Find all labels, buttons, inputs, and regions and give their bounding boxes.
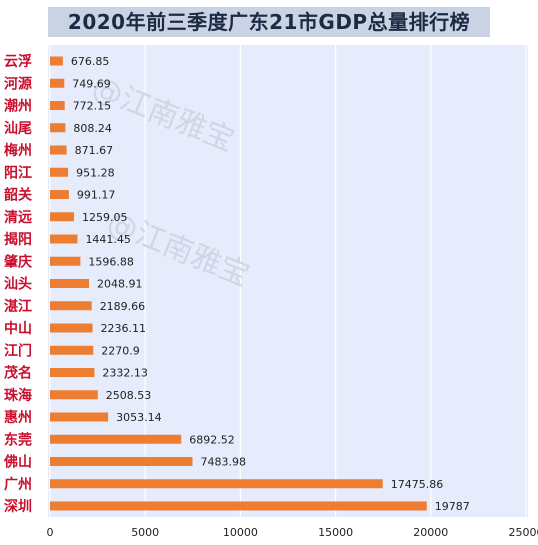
- bar: [50, 190, 69, 199]
- bars: [50, 56, 427, 511]
- x-axis-ticks: 0 5000 10000 15000 20000 25000: [47, 526, 538, 539]
- bar: [50, 501, 427, 511]
- category-label: 深圳: [4, 498, 32, 515]
- x-tick-label: 0: [47, 526, 54, 539]
- bar: [50, 301, 92, 311]
- value-label: 749.69: [72, 77, 111, 90]
- bar: [50, 256, 81, 266]
- category-labels: 云浮河源潮州汕尾梅州阳江韶关清远揭阳肇庆汕头湛江中山江门茂名珠海惠州东莞佛山广州…: [3, 53, 32, 515]
- value-label: 676.85: [71, 55, 110, 68]
- value-label: 2048.91: [97, 278, 143, 291]
- bar: [50, 234, 78, 244]
- category-label: 汕头: [4, 276, 32, 293]
- category-label: 云浮: [4, 53, 32, 70]
- bar: [50, 368, 95, 377]
- value-label: 808.24: [73, 122, 112, 135]
- category-label: 珠海: [4, 387, 32, 404]
- category-label: 韶关: [4, 187, 32, 204]
- category-label: 肇庆: [4, 253, 32, 270]
- category-label: 梅州: [4, 142, 32, 159]
- bar: [50, 123, 66, 133]
- bar: [50, 323, 93, 333]
- category-label: 揭阳: [4, 231, 32, 248]
- category-label: 惠州: [4, 409, 32, 426]
- chart-title: 2020年前三季度广东21市GDP总量排行榜: [48, 7, 490, 37]
- category-label: 广州: [4, 476, 32, 493]
- bar: [50, 167, 69, 177]
- bar: [50, 145, 67, 155]
- bar: [50, 56, 63, 66]
- category-label: 清远: [4, 209, 32, 226]
- bar: [50, 434, 182, 444]
- value-label: 991.17: [77, 189, 116, 202]
- category-label: 汕尾: [4, 120, 32, 137]
- bar: [50, 212, 74, 222]
- category-label: 河源: [4, 75, 32, 92]
- x-tick-label: 5000: [131, 526, 159, 539]
- value-labels: 676.85 749.69 772.15 808.24 871.67 951.28 991.…: [71, 55, 470, 513]
- bar: [50, 390, 98, 400]
- value-label: 2332.13: [102, 367, 147, 380]
- value-label: 951.28: [76, 166, 115, 179]
- bar: [50, 101, 65, 110]
- value-label: 772.15: [73, 100, 112, 113]
- bar: [50, 457, 193, 466]
- x-tick-label: 25000: [509, 526, 538, 539]
- bar: [50, 479, 383, 489]
- value-label: 1259.05: [82, 211, 128, 224]
- category-label: 阳江: [4, 164, 32, 181]
- value-label: 19787: [435, 500, 470, 513]
- value-label: 2508.53: [106, 389, 152, 402]
- bar: [50, 78, 65, 88]
- category-label: 茂名: [4, 365, 32, 382]
- bar: [50, 279, 90, 288]
- value-label: 3053.14: [116, 411, 161, 424]
- bar: [50, 345, 94, 355]
- x-tick-label: 10000: [223, 526, 258, 539]
- category-label: 佛山: [3, 454, 32, 471]
- category-label: 中山: [4, 320, 32, 337]
- value-label: 2189.66: [100, 300, 146, 313]
- category-label: 潮州: [4, 98, 32, 115]
- value-label: 1441.45: [85, 233, 131, 246]
- value-label: 2236.11: [101, 322, 147, 335]
- x-tick-label: 20000: [413, 526, 448, 539]
- value-label: 1596.88: [88, 255, 134, 268]
- value-label: 871.67: [75, 144, 114, 157]
- value-label: 2270.9: [101, 344, 140, 357]
- bar: [50, 412, 109, 422]
- category-label: 湛江: [4, 298, 32, 315]
- value-label: 7483.98: [200, 456, 246, 469]
- x-tick-label: 15000: [318, 526, 353, 539]
- category-label: 东莞: [4, 431, 32, 448]
- value-label: 6892.52: [189, 433, 235, 446]
- value-label: 17475.86: [391, 478, 444, 491]
- category-label: 江门: [4, 342, 32, 359]
